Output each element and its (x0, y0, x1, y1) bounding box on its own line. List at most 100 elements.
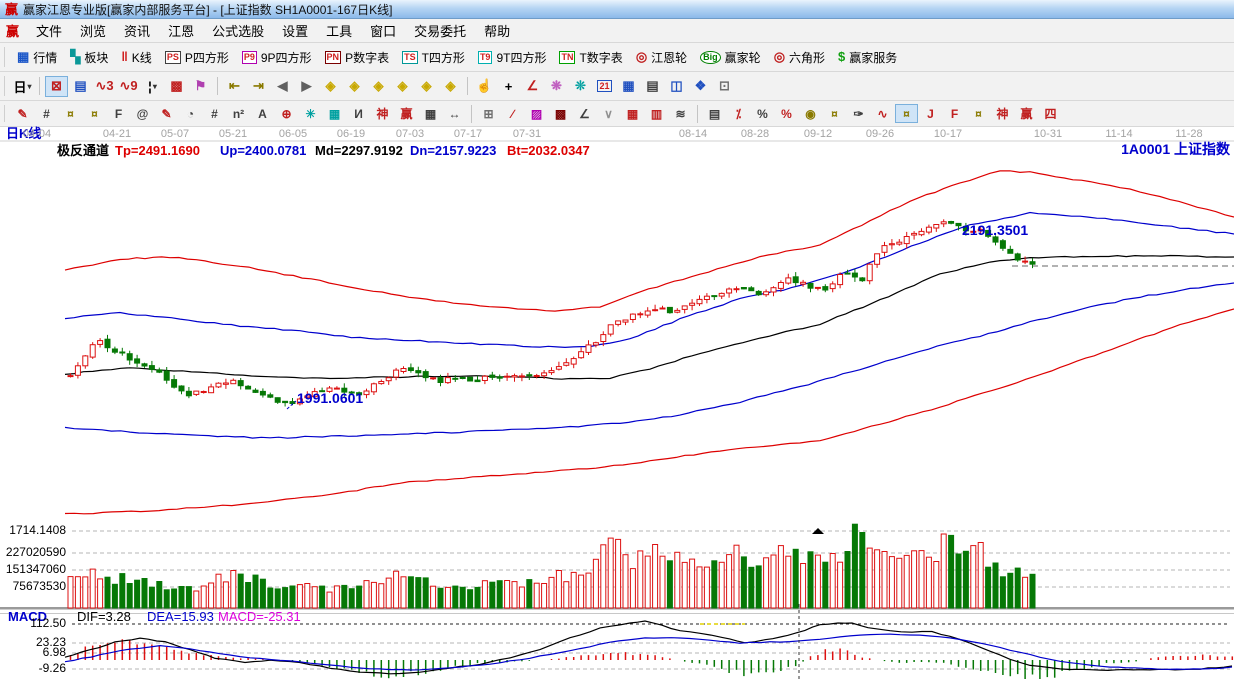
ratio-lines-button[interactable]: # (203, 104, 226, 123)
f-angle-button[interactable]: F (943, 104, 966, 123)
num-grid-button[interactable]: ▦ (419, 104, 442, 123)
9p-square-icon: P9 (241, 50, 257, 64)
star-grid-button[interactable]: ✳ (299, 104, 322, 123)
zoom-fit-button[interactable]: ◈ (439, 76, 462, 97)
parallel-button[interactable]: ≋ (669, 104, 692, 123)
menu-item-帮助[interactable]: 帮助 (484, 24, 511, 39)
flag-button[interactable]: ⚑ (189, 76, 212, 97)
spiral-button[interactable]: @ (131, 104, 154, 123)
t-number-table-button[interactable]: TN T数字表 (553, 47, 628, 68)
menu-item-公式选股[interactable]: 公式选股 (212, 24, 265, 39)
wave-channel-button[interactable]: ∿ (871, 104, 894, 123)
angle-a-button[interactable]: A (251, 104, 274, 123)
net-update-button[interactable]: ❖ (689, 76, 712, 97)
info-board-button[interactable]: ▤ (69, 76, 92, 97)
n-square-button[interactable]: n² (227, 104, 250, 123)
zoom-out-x-button[interactable]: ◈ (367, 76, 390, 97)
zoom-all-button[interactable]: ◈ (415, 76, 438, 97)
menu-item-江恩[interactable]: 江恩 (168, 24, 195, 39)
gann-module-button[interactable]: ❋ (545, 76, 568, 97)
grid-red-dot-button[interactable]: ▦ (621, 104, 644, 123)
menu-item-资讯[interactable]: 资讯 (124, 24, 151, 39)
diary-button[interactable]: ▤ (641, 76, 664, 97)
crosshair-button[interactable]: + (497, 76, 520, 97)
menu-item-设置[interactable]: 设置 (282, 24, 309, 39)
gann-wheel-button[interactable]: ◎ 江恩轮 (630, 47, 693, 68)
pencil-2-button[interactable]: ✎ (155, 104, 178, 123)
window-line-button[interactable]: ⊞ (477, 104, 500, 123)
sectors-button[interactable]: ▚ 板块 (64, 47, 114, 68)
zigzag-button[interactable]: ∨ (597, 104, 620, 123)
9t-square-button[interactable]: T9 9T四方形 (472, 47, 553, 68)
j-angle-button[interactable]: J (919, 104, 942, 123)
scale-list-button[interactable]: ▤ (703, 104, 726, 123)
p-square-button[interactable]: PS P四方形 (159, 47, 235, 68)
gann-grid-small-button[interactable]: # (35, 104, 58, 123)
period-day-button[interactable]: 日 ▾ (11, 76, 34, 97)
quotes-icon: ▦ (17, 49, 30, 64)
gold-ratio-v-button[interactable]: ¤ (83, 104, 106, 123)
gold-ratio-h-button[interactable]: ¤ (59, 104, 82, 123)
candle-style-button[interactable]: ¦ ▾ (141, 76, 164, 97)
save-button[interactable]: ◫ (665, 76, 688, 97)
winner-wheel-button[interactable]: Big 赢家轮 (694, 47, 767, 68)
hexagon-button[interactable]: ◎ 六角形 (768, 47, 831, 68)
gold-circle-button[interactable]: ◉ (799, 104, 822, 123)
winner-service-button[interactable]: $ 赢家服务 (832, 47, 903, 68)
gold-angle-button[interactable]: ¤ (967, 104, 990, 123)
red-lattice-button[interactable]: ▩ (165, 76, 188, 97)
9p-square-button[interactable]: P9 9P四方形 (236, 47, 318, 68)
calendar-button[interactable]: 21 (593, 76, 616, 97)
gold-lines-button[interactable]: ¤ (823, 104, 846, 123)
mini-chart-9-button[interactable]: ∿9 (117, 76, 140, 97)
first-bar-button[interactable]: ⇤ (223, 76, 246, 97)
smart-module-button[interactable]: ❊ (569, 76, 592, 97)
ray-fan-button[interactable]: ∕ (501, 104, 524, 123)
grid-box-red-button[interactable]: ▥ (645, 104, 668, 123)
shen-tool-button[interactable]: 神 (371, 104, 394, 123)
trend-pencil-button[interactable]: ✎ (11, 104, 34, 123)
ink-marker-button[interactable]: ✑ (847, 104, 870, 123)
circle-cross-button[interactable]: ⊕ (275, 104, 298, 123)
candle-body (807, 282, 814, 289)
p-number-table-button[interactable]: PN P数字表 (319, 47, 396, 68)
angle-measure-button[interactable]: ∠ (521, 76, 544, 97)
pattern-select-button[interactable]: ⊠ (45, 75, 68, 97)
remote-pc-button[interactable]: ⊡ (713, 76, 736, 97)
angle-lines-button[interactable]: ∠ (573, 104, 596, 123)
percent-line-button[interactable]: % (775, 104, 798, 123)
menu-item-工具[interactable]: 工具 (326, 24, 353, 39)
percent-button[interactable]: % (751, 104, 774, 123)
shift-right-button[interactable]: ◈ (343, 76, 366, 97)
chart-canvas[interactable] (0, 127, 1234, 679)
menu-item-文件[interactable]: 文件 (36, 24, 63, 39)
ying-angle-button[interactable]: 赢 (1015, 104, 1038, 123)
cycle-clock-button[interactable]: ◔ (179, 104, 202, 123)
ying-tool-button[interactable]: 赢 (395, 104, 418, 123)
next-bar-button[interactable]: ▶ (295, 76, 318, 97)
last-bar-button[interactable]: ⇥ (247, 76, 270, 97)
menu-item-交易委托[interactable]: 交易委托 (414, 24, 467, 39)
box-grid-button[interactable]: ▦ (323, 104, 346, 123)
h-expand-button[interactable]: ↔ (443, 104, 466, 123)
grid-magenta-button[interactable]: ▨ (525, 104, 548, 123)
prev-bar-button[interactable]: ◀ (271, 76, 294, 97)
gold-underline-button[interactable]: ¤ (895, 104, 918, 123)
menu-item-窗口[interactable]: 窗口 (370, 24, 397, 39)
shift-left-button[interactable]: ◈ (319, 76, 342, 97)
shen-angle-button[interactable]: 神 (991, 104, 1014, 123)
wave-mark-button[interactable]: И (347, 104, 370, 123)
si-angle-button[interactable]: 四 (1039, 104, 1062, 123)
menu-item-浏览[interactable]: 浏览 (80, 24, 107, 39)
percent-slash-button[interactable]: ⁒ (727, 104, 750, 123)
grid-darkred-button[interactable]: ▩ (549, 104, 572, 123)
hand-tool-button[interactable]: ☝ (473, 76, 496, 97)
calculator-button[interactable]: ▦ (617, 76, 640, 97)
candle-body (171, 379, 178, 388)
quotes-button[interactable]: ▦ 行情 (11, 47, 63, 68)
kline-button[interactable]: ‖ K线 (115, 47, 157, 68)
t-square-button[interactable]: TS T四方形 (396, 47, 471, 68)
f-lines-button[interactable]: F (107, 104, 130, 123)
zoom-in-x-button[interactable]: ◈ (391, 76, 414, 97)
mini-chart-3-button[interactable]: ∿3 (93, 76, 116, 97)
